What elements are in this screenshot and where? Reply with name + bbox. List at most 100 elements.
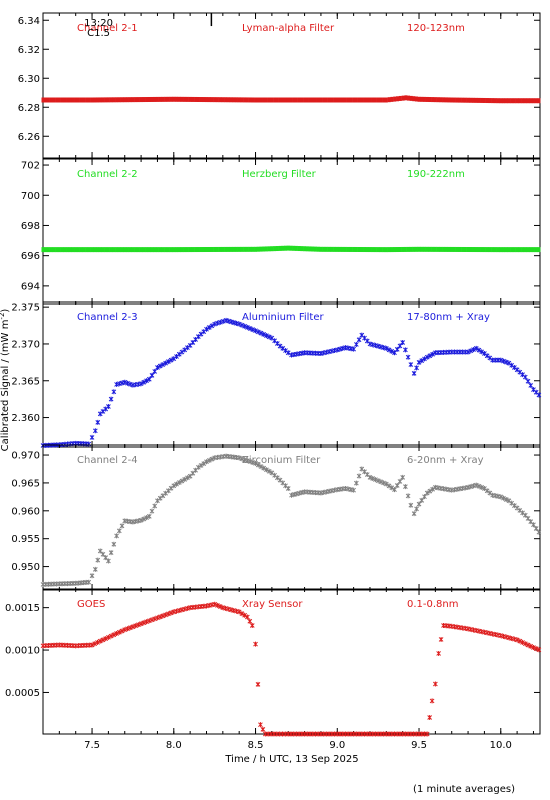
- data-point: [55, 97, 59, 103]
- data-point: [93, 247, 97, 253]
- data-point: [116, 528, 122, 534]
- data-point: [499, 98, 503, 104]
- y-tick-label: 6.32: [18, 45, 40, 56]
- data-point: [384, 247, 388, 253]
- data-point: [202, 97, 206, 103]
- data-point: [255, 329, 261, 335]
- data-point: [262, 246, 266, 252]
- data-point: [392, 247, 396, 253]
- data-point: [207, 246, 211, 252]
- data-point: [487, 490, 493, 496]
- panel-title: Channel 2-1: [77, 23, 138, 34]
- data-point: [229, 97, 233, 103]
- data-point: [534, 247, 538, 253]
- data-point: [529, 247, 533, 253]
- data-point: [164, 247, 168, 253]
- data-point: [117, 97, 121, 103]
- data-point: [180, 96, 184, 102]
- data-point: [250, 459, 256, 465]
- data-point: [195, 464, 201, 470]
- data-point: [442, 97, 446, 103]
- data-point: [74, 247, 78, 253]
- data-point: [349, 246, 353, 252]
- data-point: [245, 324, 250, 330]
- data-point: [428, 246, 432, 252]
- data-point: [531, 247, 535, 253]
- data-point: [338, 246, 342, 252]
- data-point: [136, 622, 141, 628]
- data-point: [46, 247, 50, 253]
- data-point: [125, 247, 129, 253]
- data-point: [66, 247, 70, 253]
- data-point: [92, 566, 98, 572]
- data-point: [185, 345, 190, 351]
- data-point: [264, 97, 268, 103]
- data-point: [313, 97, 317, 103]
- data-point: [106, 404, 111, 410]
- data-point: [531, 522, 536, 528]
- data-point: [389, 348, 395, 354]
- data-point: [398, 246, 402, 252]
- data-point: [534, 98, 538, 104]
- data-point: [412, 96, 416, 102]
- data-point: [283, 348, 288, 354]
- flare-annotation: C1.5: [87, 28, 110, 39]
- data-point: [253, 641, 258, 647]
- data-point: [408, 502, 414, 508]
- data-point: [49, 97, 53, 103]
- data-point: [461, 246, 465, 252]
- data-point: [264, 467, 269, 473]
- data-point: [125, 626, 130, 632]
- data-point: [353, 341, 359, 347]
- data-point: [452, 246, 456, 252]
- data-point: [463, 246, 467, 252]
- data-point: [338, 97, 342, 103]
- data-point: [370, 475, 376, 481]
- data-point: [376, 97, 380, 103]
- data-point: [507, 247, 511, 253]
- data-point: [247, 325, 253, 331]
- data-point: [168, 610, 174, 616]
- data-point: [201, 461, 207, 467]
- x-tick-label: 9.5: [411, 740, 427, 751]
- data-point: [297, 97, 301, 103]
- data-point: [215, 97, 219, 103]
- data-point: [333, 97, 337, 103]
- data-point: [485, 98, 489, 104]
- y-tick-label: 6.26: [18, 132, 40, 143]
- data-point: [185, 247, 189, 253]
- data-point: [419, 497, 425, 503]
- data-point: [63, 247, 67, 253]
- data-point: [284, 245, 288, 251]
- data-point: [111, 632, 117, 638]
- data-point: [236, 455, 242, 461]
- data-point: [155, 365, 160, 371]
- data-point: [335, 97, 339, 103]
- data-point: [424, 490, 430, 496]
- panel-1: 6.26 6.28 6.30 6.32 6.34 Channel 2-1 Lyman-alp…: [18, 12, 541, 159]
- y-tick-label: 0.965: [11, 478, 40, 489]
- data-point: [86, 579, 92, 585]
- data-point: [468, 348, 474, 354]
- data-point: [461, 97, 465, 103]
- data-point: [262, 97, 266, 103]
- data-point: [117, 247, 121, 253]
- data-point: [133, 623, 138, 629]
- data-point: [474, 97, 478, 103]
- data-point: [146, 513, 152, 519]
- y-tick-label: 6.28: [18, 103, 40, 114]
- data-point: [390, 247, 394, 253]
- data-point: [286, 245, 290, 251]
- data-point: [161, 247, 165, 253]
- data-point: [191, 247, 195, 253]
- data-point: [509, 362, 515, 368]
- data-point: [316, 246, 320, 252]
- data-point: [354, 97, 358, 103]
- data-point: [422, 246, 426, 252]
- data-point: [278, 97, 282, 103]
- data-point: [153, 247, 157, 253]
- y-tick-label: 2.365: [11, 376, 40, 387]
- data-point: [273, 97, 277, 103]
- data-point: [504, 98, 508, 104]
- data-point: [477, 247, 481, 253]
